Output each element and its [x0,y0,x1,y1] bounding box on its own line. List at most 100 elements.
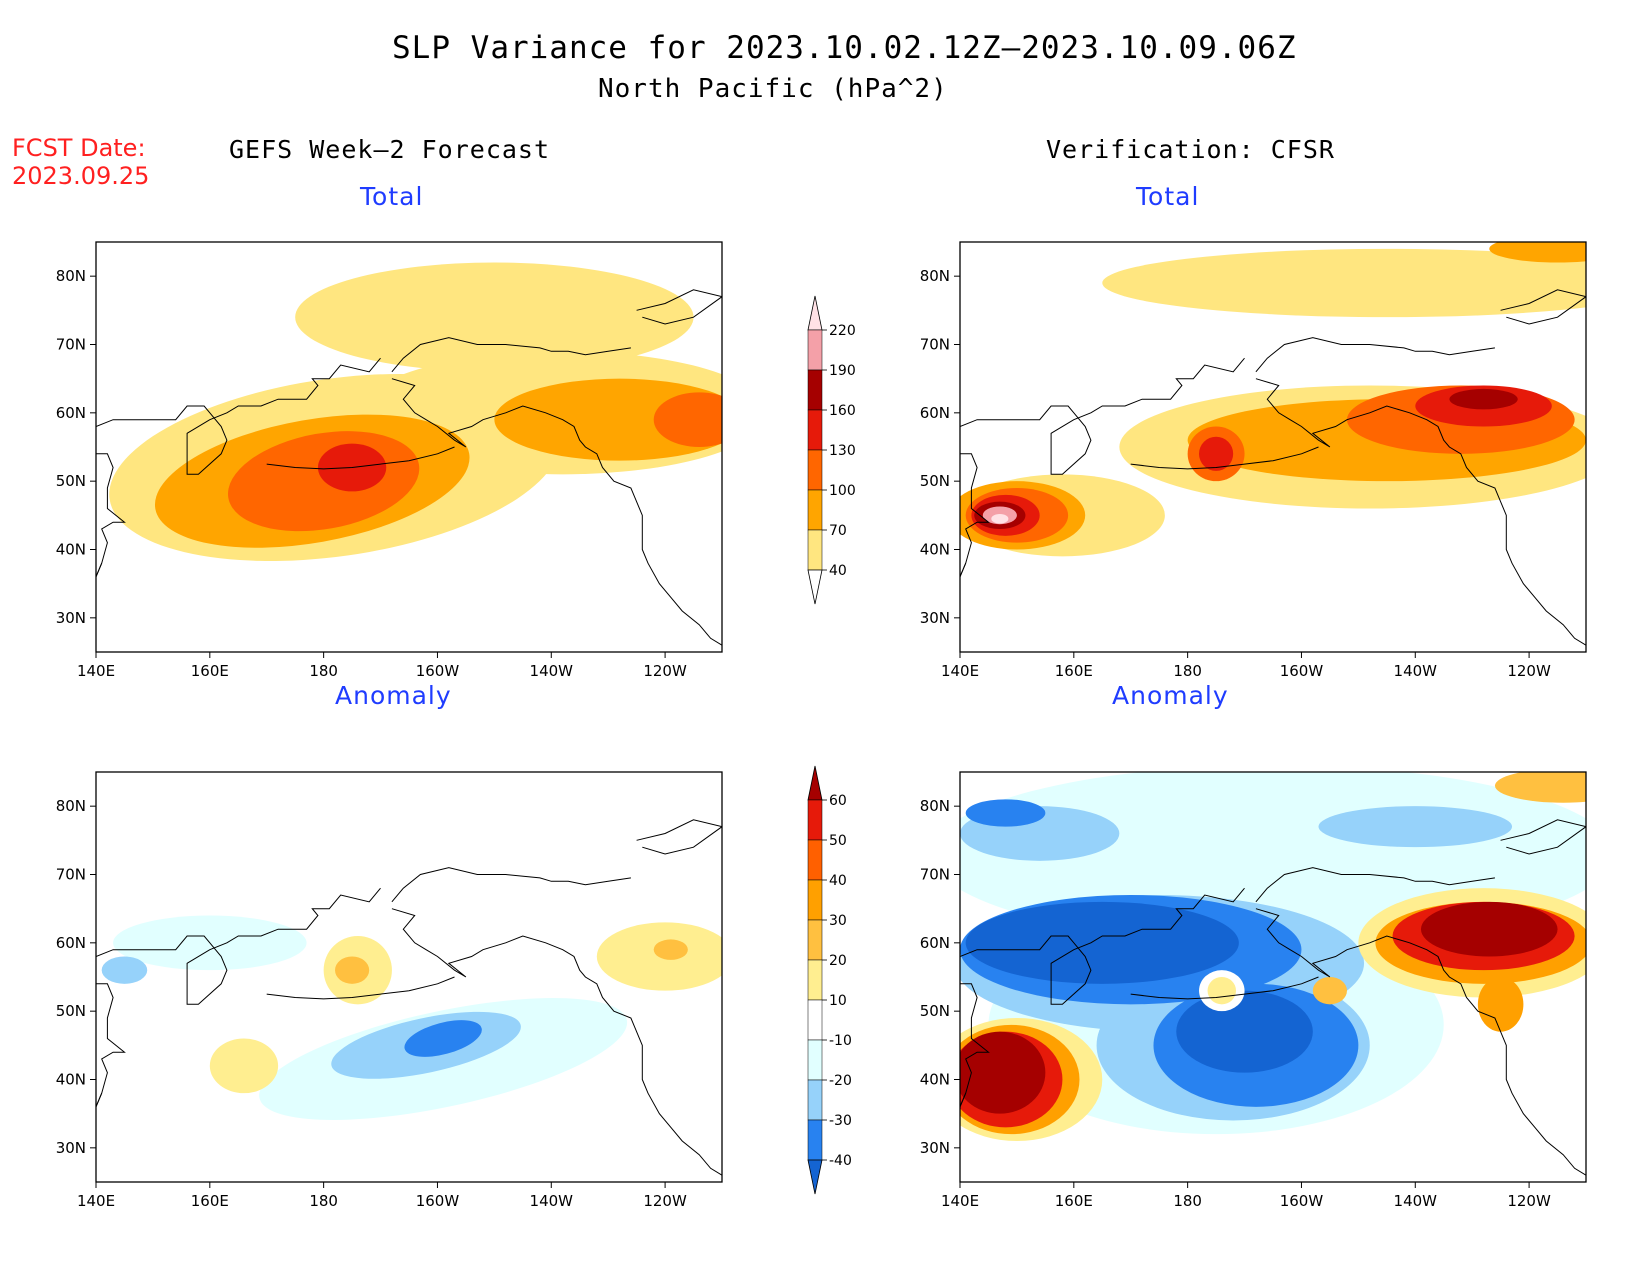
verification-anomaly-coastline [1255,908,1586,1176]
lat-tick-label: 30N [56,609,86,627]
forecast-total-coastline [391,378,722,646]
page-subtitle: North Pacific (hPa^2) [598,74,948,104]
lat-tick-label: 50N [920,1002,950,1020]
forecast-total-contour-region [494,378,722,461]
verification-total-coastline [1255,337,1495,373]
verification-anomaly-contour-region [965,799,1046,827]
lon-tick-label: 160W [416,1192,460,1210]
verification-anomaly-contour-region [965,901,1239,984]
lat-tick-label: 30N [56,1139,86,1157]
forecast-anomaly-contour-region [404,1020,482,1057]
lon-tick-label: 120W [643,1192,687,1210]
lat-tick-label: 80N [920,797,950,815]
page-title: SLP Variance for 2023.10.02.12Z–2023.10.… [392,30,1297,66]
colorbar-anomaly-swatch [807,999,823,1041]
colorbar-anomaly-swatch [807,879,823,921]
lon-tick-label: 160E [191,662,229,680]
lat-tick-label: 60N [56,404,86,422]
lat-tick-label: 80N [920,267,950,285]
lon-tick-label: 140W [530,1192,574,1210]
colorbar-total-level-label: 130 [829,443,856,459]
verification-total-coastline [1500,289,1586,325]
lon-tick-label: 160E [1055,1192,1093,1210]
lat-tick-label: 30N [920,609,950,627]
lat-tick-label: 50N [56,472,86,490]
colorbar-total-level-label: 160 [829,403,856,419]
forecast-total-map: 140E 160E 180 160W 140W 120W 80N 70N 60N 50N 40N 30… [56,241,723,680]
forecast-anomaly-coastline [96,1093,103,1108]
verification-total-coastline [960,357,1245,577]
forecast-anomaly-map: 140E 160E 180 160W 140W 120W 80N 70N 60N 50N 40N 30… [56,771,723,1210]
fcst-date-label: FCST Date: [12,134,146,162]
verification-total-coastline [1130,446,1319,470]
forecast-total-contour-region [653,392,722,447]
verification-anomaly-contour-region [1477,977,1524,1032]
verification-anomaly-contour-region [960,1031,1046,1114]
lon-tick-label: 180 [309,662,338,680]
forecast-anomaly-contour-region [653,939,688,960]
forecast-total-coastline [266,446,455,470]
colorbar-anomaly-level-label: 30 [829,913,847,929]
lon-tick-label: 160W [1280,662,1324,680]
colorbar-total-swatch [807,489,823,531]
colorbar-total-swatch [807,529,823,571]
colorbar-anomaly-level-label: -10 [829,1033,852,1049]
verification-total-map: 140E 160E 180 160W 140W 120W 80N 70N 60N 50N 40N 30… [920,241,1587,680]
verification-anomaly-contour-region [1318,806,1513,848]
verification-total-contour-region [1489,242,1586,263]
verification-total-coastline [1255,378,1586,646]
lat-tick-label: 40N [920,1071,950,1089]
lon-tick-label: 140E [77,662,115,680]
colorbar-anomaly-swatch [807,1119,823,1161]
verification-anomaly-contour-region [1494,772,1586,803]
fcst-date: FCST Date: 2023.09.25 [12,134,149,190]
colorbar-total-level-label: 190 [829,363,856,379]
right-column-header: Verification: CFSR [1046,135,1335,164]
lat-tick-label: 80N [56,797,86,815]
lon-tick-label: 140E [77,1192,115,1210]
forecast-anomaly-coastline [391,908,722,1176]
verification-total-contour-region [1199,436,1234,471]
colorbar-anomaly-swatch [807,1039,823,1081]
colorbar-anomaly-swatch [807,959,823,1001]
colorbar-anomaly: 60 50 40 30 20 10 -10 -20 -30 -40 [807,765,852,1195]
forecast-anomaly-coastline [266,976,455,1000]
lat-tick-label: 30N [920,1139,950,1157]
forecast-total-coastline [96,357,381,577]
colorbar-anomaly-swatch [807,839,823,881]
left-column-header: GEFS Week–2 Forecast [229,135,551,164]
panel-title-forecast-anomaly: Anomaly [335,681,452,710]
lat-tick-label: 60N [920,404,950,422]
lat-tick-label: 60N [920,934,950,952]
lat-tick-label: 70N [920,336,950,354]
lat-tick-label: 70N [56,866,86,884]
forecast-anomaly-contour-region [335,956,370,984]
forecast-total-coastline [636,289,722,325]
colorbar-anomaly-level-label: -40 [829,1153,852,1169]
verification-anomaly-map: 140E 160E 180 160W 140W 120W 80N 70N 60N 50N 40N 30… [920,771,1587,1210]
lat-tick-label: 50N [56,1002,86,1020]
panel-title-verification-anomaly: Anomaly [1112,681,1229,710]
lon-tick-label: 140E [941,1192,979,1210]
lon-tick-label: 140E [941,662,979,680]
lat-tick-label: 40N [920,541,950,559]
lat-tick-label: 80N [56,267,86,285]
forecast-total-coastline [391,337,631,373]
colorbar-anomaly-swatch [807,799,823,841]
colorbar-anomaly-swatch [807,919,823,961]
verification-total-frame [959,241,1587,653]
lat-tick-label: 50N [920,472,950,490]
colorbar-total-level-label: 40 [829,563,847,579]
verification-anomaly-contour-region [1176,990,1313,1073]
colorbar-total-level-label: 220 [829,323,856,339]
panel-title-forecast-total: Total [360,182,424,211]
verification-anomaly-coastline [1500,819,1586,855]
colorbar-anomaly-level-label: -20 [829,1073,852,1089]
lon-tick-label: 140W [530,662,574,680]
verification-anomaly-contour-region [1312,977,1347,1005]
colorbar-anomaly-level-label: 40 [829,873,847,889]
verification-total-contour-region [991,513,1009,524]
colorbar-total-level-label: 100 [829,483,856,499]
lat-tick-label: 40N [56,541,86,559]
